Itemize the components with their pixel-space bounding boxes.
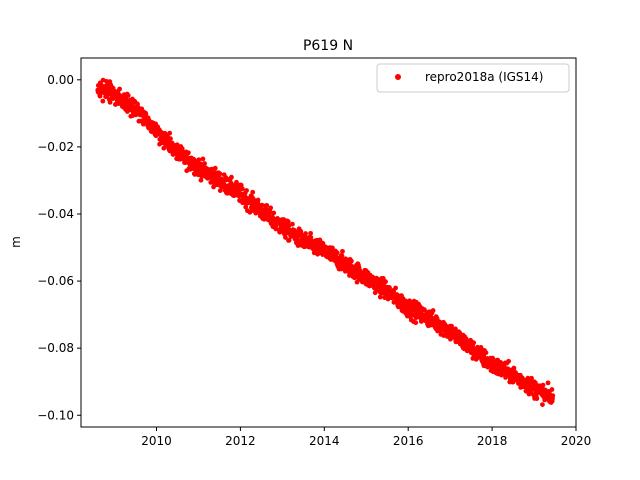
- data-point: [449, 323, 454, 329]
- data-point: [250, 189, 256, 195]
- data-point: [217, 188, 223, 193]
- y-tick-label: −0.08: [37, 341, 74, 355]
- legend-box: [376, 63, 570, 93]
- data-point: [377, 294, 383, 300]
- data-point: [229, 174, 234, 180]
- data-point: [234, 179, 239, 185]
- data-point: [483, 350, 489, 356]
- data-points: [95, 77, 556, 408]
- data-point: [290, 221, 295, 227]
- data-point: [383, 279, 388, 285]
- data-point: [117, 86, 122, 92]
- data-point: [268, 205, 274, 211]
- data-point: [244, 188, 249, 193]
- y-tick-label: −0.06: [37, 274, 74, 288]
- y-axis-label: m: [9, 236, 23, 248]
- x-tick-label: 2020: [561, 434, 592, 448]
- data-point: [511, 365, 517, 371]
- x-tick-label: 2014: [309, 434, 340, 448]
- data-point: [413, 320, 419, 326]
- data-point: [286, 237, 292, 243]
- data-point: [179, 146, 185, 152]
- data-point: [100, 98, 106, 104]
- data-point: [490, 355, 496, 361]
- data-point: [303, 231, 308, 236]
- plot-frame: [80, 57, 577, 428]
- data-point: [107, 99, 113, 105]
- y-tick-label: −0.02: [37, 140, 74, 154]
- data-point: [97, 93, 103, 99]
- data-point: [174, 142, 180, 148]
- data-point: [168, 136, 173, 142]
- x-tick-label: 2018: [477, 434, 508, 448]
- data-point: [255, 197, 261, 203]
- data-point: [200, 156, 206, 162]
- data-point: [545, 380, 551, 386]
- data-point: [298, 228, 304, 234]
- data-point: [471, 340, 477, 346]
- data-point: [198, 177, 204, 183]
- y-tick-label: 0.00: [47, 73, 74, 87]
- data-point: [196, 157, 202, 163]
- data-point: [167, 130, 173, 136]
- data-point: [334, 250, 340, 256]
- data-point: [540, 402, 545, 408]
- data-point: [339, 253, 345, 259]
- legend-label: repro2018a (IGS14): [425, 70, 543, 84]
- data-point: [238, 182, 244, 188]
- x-tick-label: 2016: [393, 434, 424, 448]
- data-point: [202, 161, 208, 166]
- data-point: [285, 219, 291, 225]
- data-point: [286, 223, 292, 229]
- y-tick-label: −0.04: [37, 207, 74, 221]
- data-point: [349, 258, 354, 264]
- data-point: [550, 393, 556, 399]
- x-tick-label: 2012: [225, 434, 256, 448]
- y-tick-label: −0.10: [37, 408, 74, 422]
- data-point: [506, 358, 511, 364]
- data-point: [143, 111, 149, 117]
- data-point: [185, 150, 191, 156]
- data-point: [338, 266, 344, 272]
- data-point: [533, 380, 538, 386]
- data-point: [340, 248, 345, 254]
- data-point: [308, 230, 313, 236]
- data-point: [430, 308, 436, 313]
- data-point: [283, 235, 288, 240]
- data-point: [393, 285, 399, 291]
- data-point: [549, 387, 555, 392]
- x-axis: 2010 2012 2014 2016 2018 2020: [141, 427, 591, 448]
- data-point: [217, 171, 223, 177]
- y-axis: 0.00 −0.02 −0.04 −0.06 −0.08 −0.10: [37, 73, 81, 422]
- data-point: [308, 235, 314, 240]
- data-point: [271, 210, 277, 216]
- data-point: [239, 186, 245, 192]
- x-tick-label: 2010: [141, 434, 172, 448]
- legend-marker: [395, 74, 401, 80]
- data-point: [212, 165, 218, 171]
- data-point: [354, 279, 360, 285]
- data-point: [125, 93, 131, 98]
- data-point: [540, 382, 546, 388]
- data-point: [259, 202, 265, 208]
- legend: repro2018a (IGS14): [376, 63, 570, 93]
- data-point: [529, 375, 534, 381]
- chart-title: P619 N: [303, 38, 353, 54]
- data-point: [534, 396, 540, 401]
- data-point: [264, 202, 270, 208]
- data-point: [403, 298, 408, 304]
